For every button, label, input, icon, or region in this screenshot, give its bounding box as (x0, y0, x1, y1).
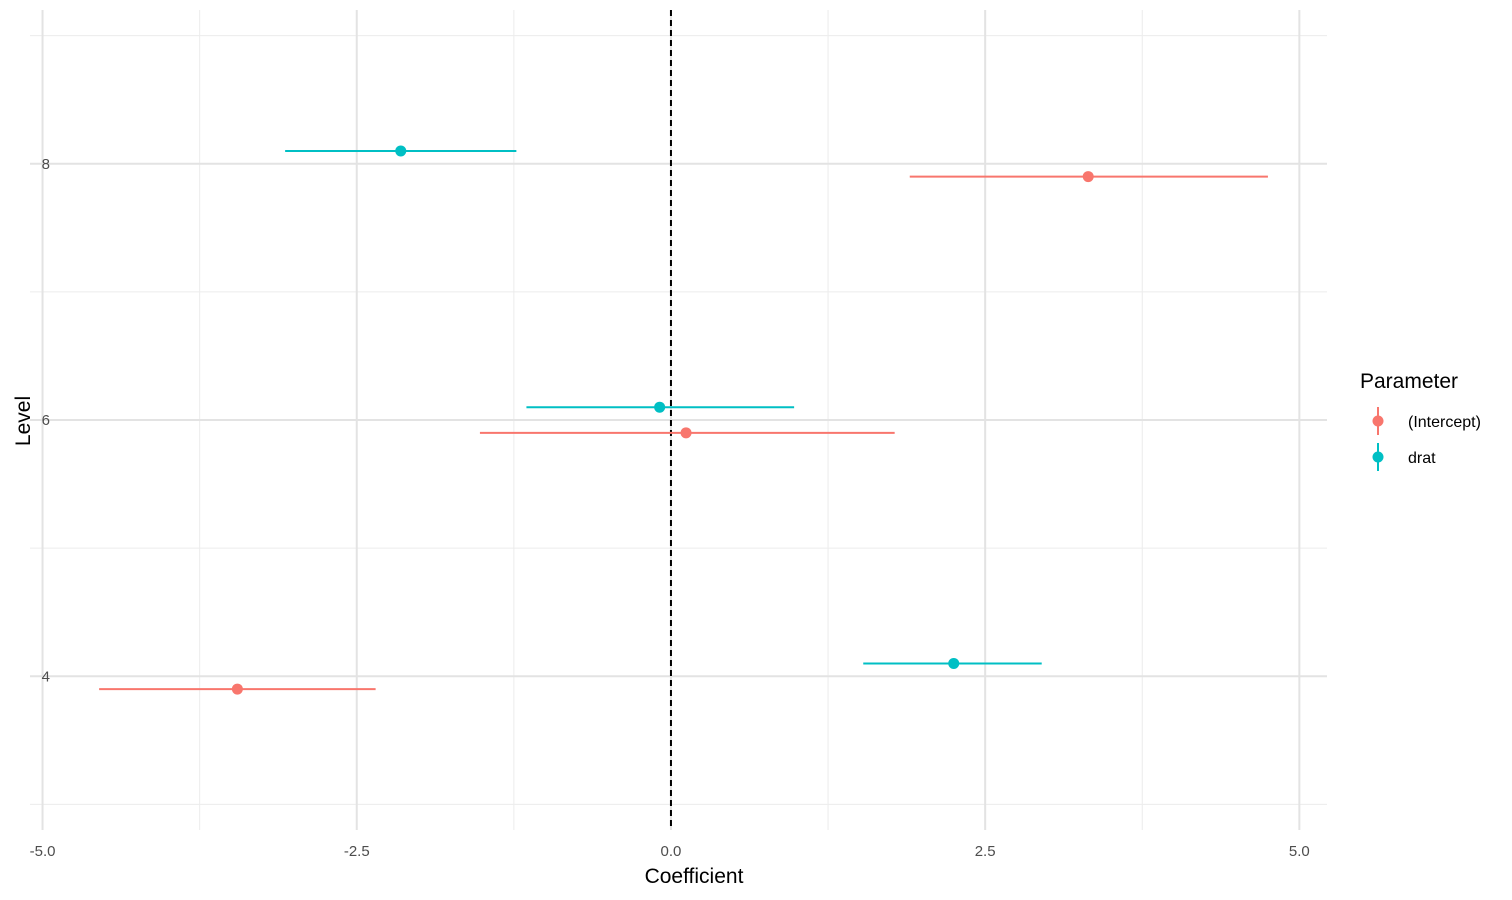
y-axis-title: Level (12, 396, 35, 446)
estimate-point (231, 683, 243, 695)
interval-marks (99, 145, 1268, 695)
legend-key-point (1372, 415, 1384, 427)
y-tick-label: 8 (42, 156, 50, 173)
estimate-point (395, 145, 407, 157)
estimate-point (680, 427, 692, 439)
minor-grid (30, 10, 1327, 830)
legend-title: Parameter (1360, 370, 1458, 393)
estimate-point (654, 401, 666, 413)
legend-label: drat (1408, 450, 1436, 467)
estimate-point (948, 657, 960, 669)
legend-key-point (1372, 451, 1384, 463)
x-tick-label: 0.0 (661, 843, 682, 860)
y-tick-label: 4 (42, 668, 50, 685)
x-tick-label: 2.5 (975, 843, 996, 860)
y-axis-tick-labels: 4 6 8 (42, 156, 50, 686)
x-tick-label: 5.0 (1289, 843, 1310, 860)
estimate-point (1082, 171, 1094, 183)
x-axis-tick-labels: -5.0 -2.5 0.0 2.5 5.0 (30, 843, 1310, 860)
x-axis-title: Coefficient (645, 865, 744, 888)
x-tick-label: -2.5 (344, 843, 370, 860)
legend-label: (Intercept) (1408, 414, 1481, 431)
legend: Parameter (Intercept) drat (1360, 370, 1481, 471)
y-tick-label: 6 (42, 412, 50, 429)
x-tick-label: -5.0 (30, 843, 56, 860)
major-grid (30, 10, 1327, 830)
